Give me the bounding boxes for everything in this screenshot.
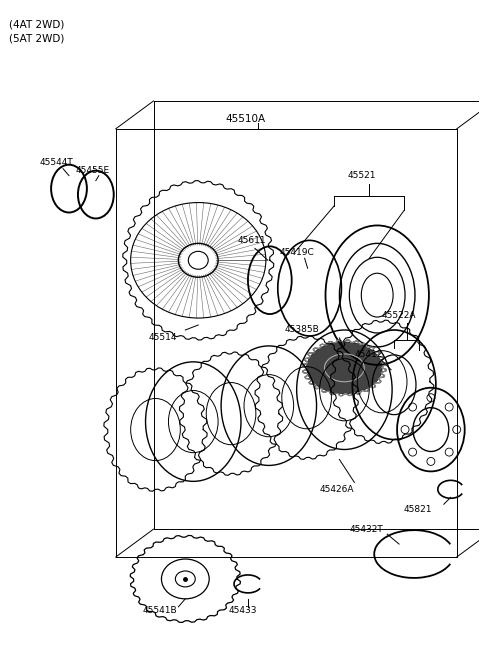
Text: 45412: 45412 <box>354 350 383 359</box>
Text: 45821: 45821 <box>404 504 432 514</box>
Text: 45521: 45521 <box>348 171 376 180</box>
Text: 45433: 45433 <box>228 606 257 615</box>
Text: 45544T: 45544T <box>39 158 73 167</box>
Text: 45510A: 45510A <box>225 114 265 124</box>
Ellipse shape <box>307 342 382 394</box>
Text: 45522A: 45522A <box>381 310 416 319</box>
Text: 45541B: 45541B <box>143 606 177 615</box>
Text: 45385B: 45385B <box>285 325 320 335</box>
Text: 45611: 45611 <box>238 236 266 245</box>
Text: (5AT 2WD): (5AT 2WD) <box>9 33 65 43</box>
Text: 45432T: 45432T <box>349 525 383 533</box>
Text: 45426A: 45426A <box>320 485 354 494</box>
Text: 45455E: 45455E <box>76 166 110 175</box>
Text: 45419C: 45419C <box>280 248 314 256</box>
Text: (4AT 2WD): (4AT 2WD) <box>9 19 65 30</box>
Text: 45514: 45514 <box>148 333 177 342</box>
